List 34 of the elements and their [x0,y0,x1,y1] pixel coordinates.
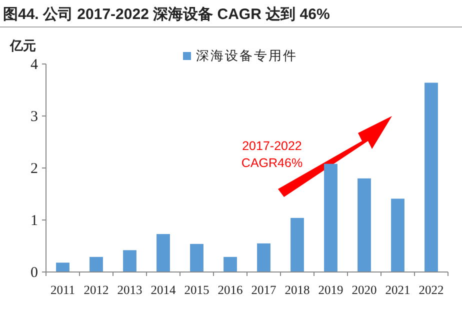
bar [358,178,371,272]
bar [391,198,404,272]
x-tick-label: 2014 [150,283,176,297]
x-tick-label: 2017 [251,283,276,297]
bar [290,218,304,272]
y-tick-label: 0 [30,265,38,281]
x-tick-label: 2020 [352,283,377,297]
y-tick-label: 4 [30,57,38,73]
chart-title: 图44. 公司 2017-2022 深海设备 CAGR 达到 46% [3,6,330,23]
x-tick-label: 2016 [218,283,243,297]
legend-label: 深海设备专用件 [196,48,298,63]
y-tick-label: 2 [30,161,38,177]
bar [324,164,338,272]
bar [123,250,136,272]
x-tick-label: 2013 [117,283,142,297]
x-tick-label: 2011 [50,283,76,297]
x-tick-label: 2019 [318,283,344,297]
bar [90,256,103,272]
bar [424,82,438,272]
x-tick-label: 2022 [418,283,444,297]
y-tick-label: 1 [30,213,38,229]
y-axis-title: 亿元 [9,38,36,53]
x-tick-label: 2018 [284,283,310,297]
x-tick-label: 2015 [184,283,210,297]
bar [224,256,237,272]
bar [156,234,170,272]
annotation: CAGR46% [241,156,303,170]
annotation: 2017-2022 [242,139,302,153]
bar [257,243,270,272]
x-tick-label: 2021 [385,283,410,297]
bar [56,262,70,272]
y-tick-label: 3 [30,109,38,125]
bar [190,244,204,272]
x-tick-label: 2012 [84,283,109,297]
